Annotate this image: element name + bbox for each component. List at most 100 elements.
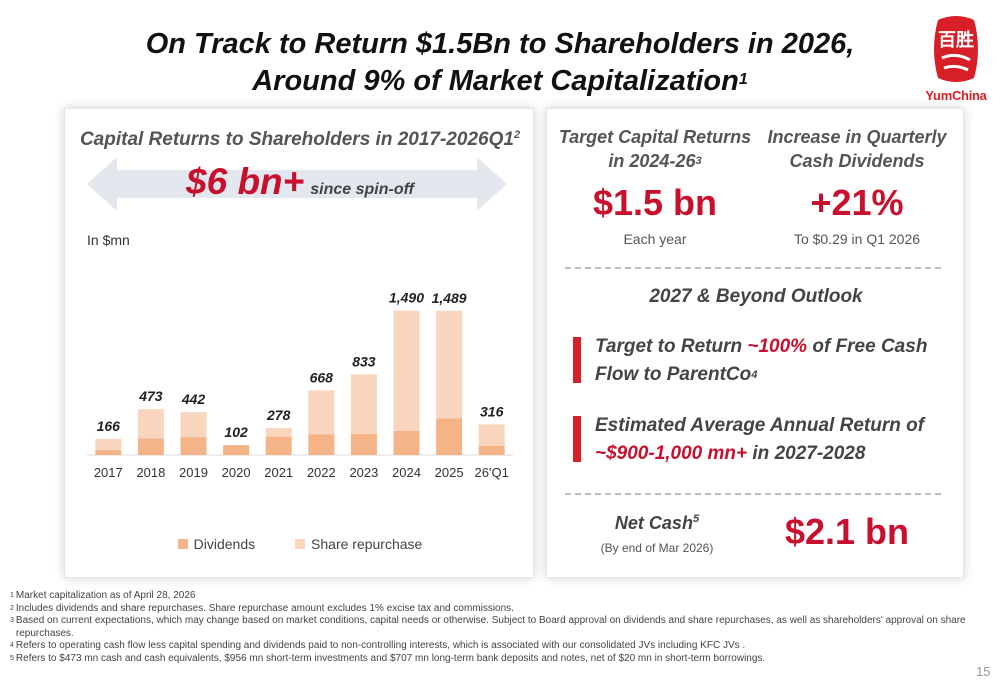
target-returns-footnote-marker: 3 — [695, 155, 702, 167]
target-returns-heading-line1: Target Capital Returns — [558, 127, 752, 147]
bar-dividends — [393, 430, 420, 455]
target-returns-heading: Target Capital Returns in 2024-263 — [555, 125, 755, 173]
x-tick-label: 2017 — [94, 465, 123, 480]
chart-title-text: Capital Returns to Shareholders in 2017-… — [79, 129, 514, 150]
bar-dividends — [436, 418, 463, 455]
x-tick-label: 2025 — [435, 465, 464, 480]
outlook-bullet-fcf: Target to Return ~100% of Free Cash Flow… — [573, 333, 953, 389]
bar-share-repurchase — [308, 390, 335, 435]
x-tick-label: 2022 — [307, 465, 336, 480]
bullet1-pre: Target to Return — [595, 336, 748, 357]
cumulative-return-value: $6 bn+ — [186, 161, 305, 202]
bar-total-label: 833 — [352, 353, 376, 369]
bar-dividends — [308, 434, 335, 455]
net-cash-label-text: Net Cash — [614, 513, 693, 533]
footnote-number: 5 — [10, 654, 14, 662]
footnote-number: 4 — [10, 642, 14, 649]
x-tick-label: 2020 — [222, 465, 251, 480]
capital-returns-panel: Capital Returns to Shareholders in 2017-… — [64, 108, 534, 578]
chart-legend: Dividends Share repurchase — [65, 536, 535, 552]
bar-share-repurchase — [265, 428, 292, 437]
bar-share-repurchase — [478, 424, 505, 446]
bar-total-label: 166 — [97, 418, 121, 434]
cumulative-return-subtitle: since spin-off — [310, 181, 414, 198]
page-number: 15 — [976, 664, 991, 679]
bar-total-label: 442 — [181, 391, 206, 407]
legend-item-dividends: Dividends — [177, 536, 256, 552]
net-cash-subtitle: (By end of Mar 2026) — [600, 541, 714, 555]
dividend-increase-subtitle: To $0.29 in Q1 2026 — [793, 231, 921, 247]
section-divider — [565, 493, 941, 495]
dividend-increase-heading: Increase in Quarterly Cash Dividends — [757, 125, 957, 173]
footnote: 2 Includes dividends and share repurchase… — [10, 603, 970, 616]
title-line-2: Around 9% of Market Capitalization — [252, 65, 739, 97]
x-tick-label: 26'Q1 — [475, 465, 509, 480]
bar-total-label: 278 — [266, 407, 291, 423]
title-footnote-marker: 1 — [738, 71, 748, 88]
bar-dividends — [478, 445, 505, 455]
bar-total-label: 473 — [138, 388, 163, 404]
net-cash-footnote-marker: 5 — [692, 513, 700, 525]
x-tick-label: 2021 — [264, 465, 293, 480]
footnotes: 1 Market capitalization as of April 28, 2… — [10, 590, 970, 665]
x-tick-label: 2019 — [179, 465, 208, 480]
bar-share-repurchase — [180, 412, 207, 438]
legend-swatch-share-repurchase — [295, 539, 306, 549]
target-returns-heading-line2: in 2024-26 — [608, 151, 696, 171]
bar-dividends — [180, 437, 207, 455]
target-returns-subtitle: Each year — [623, 231, 687, 247]
logo-seal-text: 百胜 — [938, 30, 974, 51]
page-title: On Track to Return $1.5Bn to Shareholder… — [0, 26, 1000, 100]
bullet2-post: in 2027-2028 — [747, 443, 866, 464]
cumulative-return-highlight: $6 bn+ since spin-off — [65, 161, 535, 203]
footnote-text: Refers to operating cash flow less capit… — [15, 640, 746, 651]
dividend-increase-value: +21% — [810, 182, 904, 223]
bar-dividends — [95, 450, 122, 455]
yum-china-logo: 百胜 YumChina — [920, 14, 992, 106]
bar-share-repurchase — [436, 310, 463, 419]
legend-swatch-dividends — [177, 539, 188, 549]
footnote: 4 Refers to operating cash flow less capi… — [10, 640, 970, 653]
footnote-number: 3 — [10, 617, 14, 624]
logo-seal-icon: 百胜 — [934, 16, 978, 82]
target-returns-value: $1.5 bn — [592, 182, 718, 223]
footnote: 3 Based on current expectations, which ma… — [10, 615, 970, 640]
bullet-marker — [573, 416, 581, 462]
stacked-bar-chart: 166 2017 473 2018 442 2019 102 2020 278 2021 668 20… — [87, 290, 513, 480]
footnote-text: Refers to $473 mn cash and cash equivale… — [15, 652, 766, 664]
double-arrow-icon — [87, 157, 507, 211]
chart-unit-label: In $mn — [87, 232, 130, 248]
x-tick-label: 2024 — [392, 465, 421, 480]
dividend-increase-heading-line1: Increase in Quarterly — [767, 127, 947, 147]
bullet1-footnote-marker: 4 — [751, 369, 758, 381]
bullet2-highlight: ~$900-1,000 mn+ — [595, 443, 748, 464]
bar-total-label: 1,489 — [432, 290, 467, 306]
legend-label-dividends: Dividends — [193, 536, 256, 552]
title-line-1: On Track to Return $1.5Bn to Shareholder… — [145, 28, 855, 60]
bullet2-pre: Estimated Average Annual Return of — [595, 415, 925, 436]
footnote-text: Includes dividends and share repurchases… — [15, 602, 514, 614]
bar-share-repurchase — [137, 409, 164, 439]
bar-share-repurchase — [95, 438, 122, 451]
outlook-bullet-annual-return: Estimated Average Annual Return of ~$900… — [573, 412, 953, 468]
bullet1-post: of Free Cash Flow to ParentCo — [595, 336, 928, 385]
bar-dividends — [137, 438, 164, 455]
bar-total-label: 102 — [224, 424, 248, 440]
dividend-increase-heading-line2: Cash Dividends — [789, 151, 925, 171]
footnote-text: Market capitalization as of April 28, 20… — [15, 590, 196, 601]
legend-item-share-repurchase: Share repurchase — [295, 536, 422, 552]
bar-total-label: 1,490 — [389, 290, 424, 306]
bullet-marker — [573, 337, 581, 383]
bar-share-repurchase — [350, 374, 377, 434]
net-cash-value: $2.1 bn — [784, 511, 910, 552]
bar-share-repurchase — [393, 310, 420, 431]
legend-label-share-repurchase: Share repurchase — [311, 536, 423, 552]
logo-wordmark: YumChina — [925, 88, 987, 103]
outlook-panel: Target Capital Returns in 2024-263 $1.5 … — [546, 108, 964, 578]
footnote: 1 Market capitalization as of April 28, 2… — [10, 590, 970, 603]
bullet1-highlight: ~100% — [747, 336, 808, 357]
x-tick-label: 2018 — [136, 465, 165, 480]
footnote-number: 2 — [10, 604, 14, 612]
bar-total-label: 316 — [480, 403, 504, 419]
footnote-text: Based on current expectations, which may… — [15, 615, 966, 639]
